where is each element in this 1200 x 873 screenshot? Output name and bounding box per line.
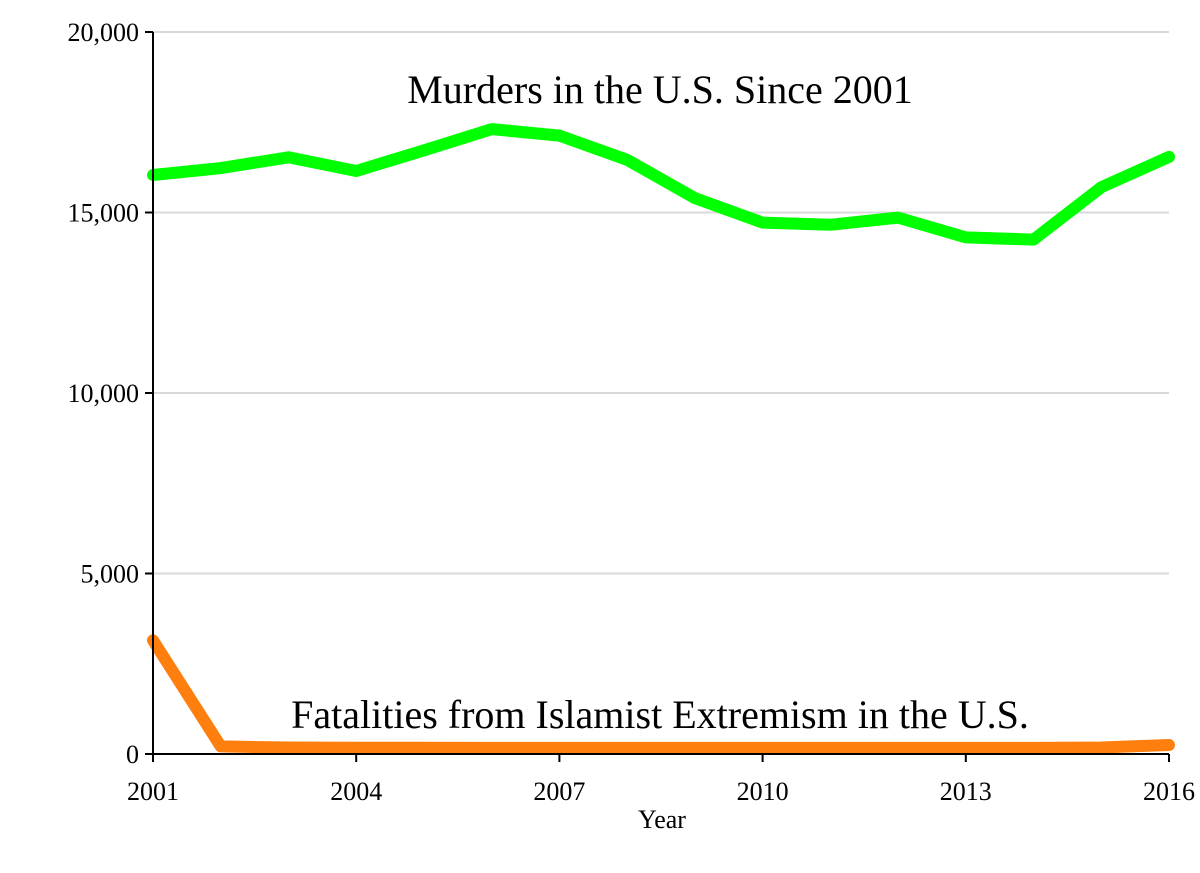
x-tick-label: 2007 — [533, 777, 585, 806]
series-label-fatalities: Fatalities from Islamist Extremism in th… — [291, 692, 1029, 737]
x-tick-label: 2010 — [737, 777, 789, 806]
series-line-1 — [147, 634, 1175, 754]
series-label-murders: Murders in the U.S. Since 2001 — [407, 67, 913, 112]
y-tick-label: 0 — [126, 740, 139, 769]
y-axis-ticks: 0 5,000 10,000 15,000 20,000 — [68, 18, 153, 769]
y-tick-label: 5,000 — [81, 560, 140, 589]
x-tick-label: 2013 — [940, 777, 992, 806]
y-tick-label: 10,000 — [68, 379, 140, 408]
y-tick-label: 20,000 — [68, 18, 140, 47]
x-tick-label: 2004 — [330, 777, 382, 806]
x-tick-label: 2001 — [127, 777, 179, 806]
x-axis-ticks: 2001 2004 2007 2010 2013 2016 — [127, 754, 1195, 806]
gridlines — [153, 31, 1169, 575]
series-lines — [147, 123, 1175, 754]
x-axis-title: Year — [638, 805, 686, 834]
y-tick-label: 15,000 — [68, 199, 140, 228]
series-line-0 — [147, 123, 1175, 246]
x-tick-label: 2016 — [1143, 777, 1195, 806]
